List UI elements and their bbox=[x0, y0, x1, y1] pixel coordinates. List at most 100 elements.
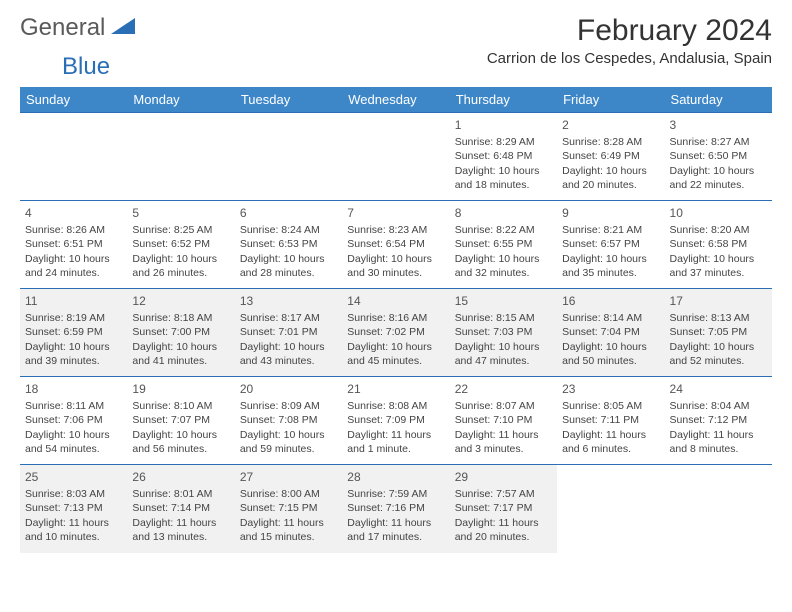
calendar-cell bbox=[557, 465, 664, 553]
sunrise-line: Sunrise: 8:22 AM bbox=[455, 223, 552, 237]
sunset-line: Sunset: 6:53 PM bbox=[240, 237, 337, 251]
day-number: 1 bbox=[455, 117, 552, 133]
daylight-line: Daylight: 10 hours and 32 minutes. bbox=[455, 252, 552, 280]
sunset-line: Sunset: 6:57 PM bbox=[562, 237, 659, 251]
day-number: 15 bbox=[455, 293, 552, 309]
calendar-cell: 12Sunrise: 8:18 AMSunset: 7:00 PMDayligh… bbox=[127, 289, 234, 377]
calendar-cell: 27Sunrise: 8:00 AMSunset: 7:15 PMDayligh… bbox=[235, 465, 342, 553]
day-number: 7 bbox=[347, 205, 444, 221]
sunrise-line: Sunrise: 8:03 AM bbox=[25, 487, 122, 501]
calendar-cell: 5Sunrise: 8:25 AMSunset: 6:52 PMDaylight… bbox=[127, 201, 234, 289]
calendar-cell bbox=[235, 113, 342, 201]
sunset-line: Sunset: 6:54 PM bbox=[347, 237, 444, 251]
sunset-line: Sunset: 6:55 PM bbox=[455, 237, 552, 251]
calendar-cell: 4Sunrise: 8:26 AMSunset: 6:51 PMDaylight… bbox=[20, 201, 127, 289]
logo: General bbox=[20, 14, 141, 42]
logo-text-blue: Blue bbox=[62, 53, 110, 80]
calendar-cell: 24Sunrise: 8:04 AMSunset: 7:12 PMDayligh… bbox=[665, 377, 772, 465]
daylight-line: Daylight: 10 hours and 45 minutes. bbox=[347, 340, 444, 368]
day-number: 10 bbox=[670, 205, 767, 221]
logo-text-general: General bbox=[20, 14, 105, 42]
daylight-line: Daylight: 10 hours and 47 minutes. bbox=[455, 340, 552, 368]
header-thursday: Thursday bbox=[450, 87, 557, 113]
day-number: 21 bbox=[347, 381, 444, 397]
daylight-line: Daylight: 10 hours and 26 minutes. bbox=[132, 252, 229, 280]
sunrise-line: Sunrise: 8:09 AM bbox=[240, 399, 337, 413]
calendar-cell: 23Sunrise: 8:05 AMSunset: 7:11 PMDayligh… bbox=[557, 377, 664, 465]
sunrise-line: Sunrise: 8:07 AM bbox=[455, 399, 552, 413]
sunset-line: Sunset: 7:02 PM bbox=[347, 325, 444, 339]
day-number: 26 bbox=[132, 469, 229, 485]
sunrise-line: Sunrise: 8:24 AM bbox=[240, 223, 337, 237]
calendar-cell: 14 Sunrise: 8:16 AMSunset: 7:02 PMDayligh… bbox=[342, 289, 449, 377]
daylight-line: Daylight: 10 hours and 22 minutes. bbox=[670, 164, 767, 192]
calendar-week-row: 1Sunrise: 8:29 AMSunset: 6:48 PMDaylight… bbox=[20, 113, 772, 201]
sunrise-line: Sunrise: 8:00 AM bbox=[240, 487, 337, 501]
header-friday: Friday bbox=[557, 87, 664, 113]
sunrise-line: Sunrise: 8:19 AM bbox=[25, 311, 122, 325]
calendar-cell: 26 Sunrise: 8:01 AMSunset: 7:14 PMDayligh… bbox=[127, 465, 234, 553]
sunset-line: Sunset: 7:17 PM bbox=[455, 501, 552, 515]
daylight-line: Daylight: 11 hours and 10 minutes. bbox=[25, 516, 122, 544]
sunset-line: Sunset: 7:13 PM bbox=[25, 501, 122, 515]
day-number: 23 bbox=[562, 381, 659, 397]
sunset-line: Sunset: 6:59 PM bbox=[25, 325, 122, 339]
sunset-line: Sunset: 7:15 PM bbox=[240, 501, 337, 515]
daylight-line: Daylight: 10 hours and 28 minutes. bbox=[240, 252, 337, 280]
daylight-line: Daylight: 11 hours and 3 minutes. bbox=[455, 428, 552, 456]
sunset-line: Sunset: 7:14 PM bbox=[132, 501, 229, 515]
sunrise-line: Sunrise: 7:57 AM bbox=[455, 487, 552, 501]
daylight-line: Daylight: 10 hours and 37 minutes. bbox=[670, 252, 767, 280]
calendar-cell: 3 Sunrise: 8:27 AMSunset: 6:50 PMDaylight… bbox=[665, 113, 772, 201]
sunrise-line: Sunrise: 8:04 AM bbox=[670, 399, 767, 413]
sunset-line: Sunset: 6:50 PM bbox=[670, 149, 767, 163]
calendar-cell: 2Sunrise: 8:28 AMSunset: 6:49 PMDaylight… bbox=[557, 113, 664, 201]
day-number: 12 bbox=[132, 293, 229, 309]
sunrise-line: Sunrise: 8:27 AM bbox=[670, 135, 767, 149]
sunrise-line: Sunrise: 8:20 AM bbox=[670, 223, 767, 237]
daylight-line: Daylight: 11 hours and 13 minutes. bbox=[132, 516, 229, 544]
sunrise-line: Sunrise: 7:59 AM bbox=[347, 487, 444, 501]
sunset-line: Sunset: 7:12 PM bbox=[670, 413, 767, 427]
daylight-line: Daylight: 10 hours and 50 minutes. bbox=[562, 340, 659, 368]
calendar-table: Sunday Monday Tuesday Wednesday Thursday… bbox=[20, 87, 772, 553]
header-sunday: Sunday bbox=[20, 87, 127, 113]
calendar-cell: 28Sunrise: 7:59 AMSunset: 7:16 PMDayligh… bbox=[342, 465, 449, 553]
month-title: February 2024 bbox=[487, 14, 772, 48]
header-tuesday: Tuesday bbox=[235, 87, 342, 113]
day-number: 24 bbox=[670, 381, 767, 397]
calendar-cell: 6Sunrise: 8:24 AMSunset: 6:53 PMDaylight… bbox=[235, 201, 342, 289]
daylight-line: Daylight: 10 hours and 54 minutes. bbox=[25, 428, 122, 456]
calendar-cell: 25Sunrise: 8:03 AMSunset: 7:13 PMDayligh… bbox=[20, 465, 127, 553]
day-number: 13 bbox=[240, 293, 337, 309]
sunrise-line: Sunrise: 8:14 AM bbox=[562, 311, 659, 325]
sunset-line: Sunset: 7:03 PM bbox=[455, 325, 552, 339]
sunset-line: Sunset: 6:58 PM bbox=[670, 237, 767, 251]
sunset-line: Sunset: 7:09 PM bbox=[347, 413, 444, 427]
day-number: 3 bbox=[670, 117, 767, 133]
calendar-cell: 18Sunrise: 8:11 AMSunset: 7:06 PMDayligh… bbox=[20, 377, 127, 465]
daylight-line: Daylight: 10 hours and 56 minutes. bbox=[132, 428, 229, 456]
day-number: 19 bbox=[132, 381, 229, 397]
sunset-line: Sunset: 6:52 PM bbox=[132, 237, 229, 251]
header-wednesday: Wednesday bbox=[342, 87, 449, 113]
day-number: 29 bbox=[455, 469, 552, 485]
sunrise-line: Sunrise: 8:18 AM bbox=[132, 311, 229, 325]
sunrise-line: Sunrise: 8:25 AM bbox=[132, 223, 229, 237]
sunrise-line: Sunrise: 8:26 AM bbox=[25, 223, 122, 237]
calendar-cell: 19Sunrise: 8:10 AMSunset: 7:07 PMDayligh… bbox=[127, 377, 234, 465]
calendar-cell bbox=[665, 465, 772, 553]
calendar-cell: 10 Sunrise: 8:20 AMSunset: 6:58 PMDayligh… bbox=[665, 201, 772, 289]
sunrise-line: Sunrise: 8:29 AM bbox=[455, 135, 552, 149]
calendar-cell: 8Sunrise: 8:22 AMSunset: 6:55 PMDaylight… bbox=[450, 201, 557, 289]
sunrise-line: Sunrise: 8:01 AM bbox=[132, 487, 229, 501]
calendar-cell: 1Sunrise: 8:29 AMSunset: 6:48 PMDaylight… bbox=[450, 113, 557, 201]
calendar-cell: 13Sunrise: 8:17 AMSunset: 7:01 PMDayligh… bbox=[235, 289, 342, 377]
day-number: 14 bbox=[347, 293, 444, 309]
calendar-cell: 21Sunrise: 8:08 AMSunset: 7:09 PMDayligh… bbox=[342, 377, 449, 465]
sunrise-line: Sunrise: 8:08 AM bbox=[347, 399, 444, 413]
sunset-line: Sunset: 6:49 PM bbox=[562, 149, 659, 163]
calendar-cell: 20Sunrise: 8:09 AMSunset: 7:08 PMDayligh… bbox=[235, 377, 342, 465]
day-number: 28 bbox=[347, 469, 444, 485]
sunrise-line: Sunrise: 8:16 AM bbox=[347, 311, 444, 325]
